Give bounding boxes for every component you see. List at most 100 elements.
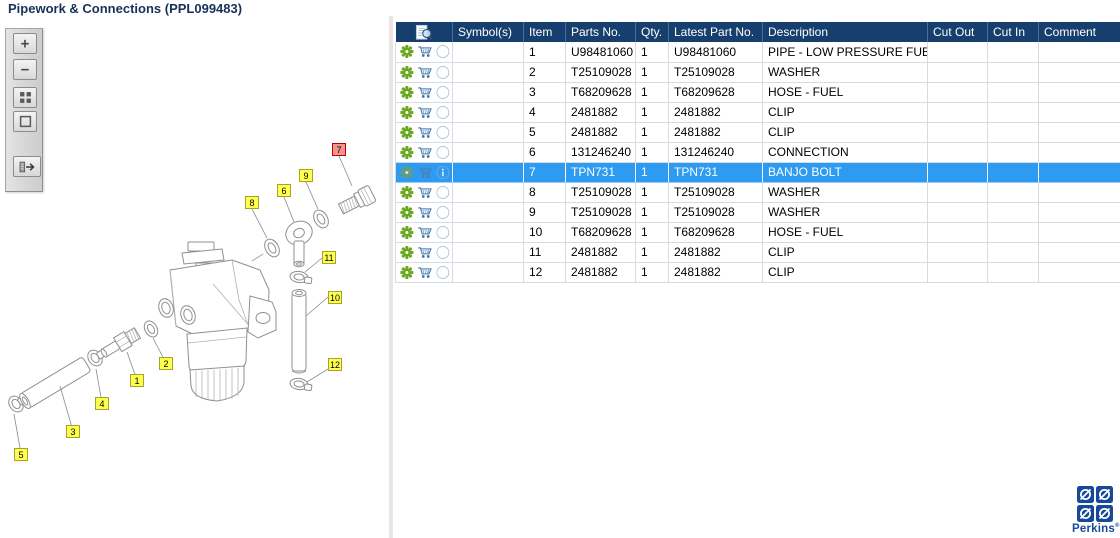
cell-description: WASHER [762, 62, 928, 83]
cell-qty: 1 [635, 242, 669, 263]
parts-table-panel: Symbol(s) Item Parts No. Qty. Latest Par… [395, 22, 1120, 283]
cell-cut-in [987, 162, 1039, 183]
col-description[interactable]: Description [762, 22, 928, 42]
diagram-label-3[interactable]: 3 [66, 425, 80, 438]
part-search-icon[interactable] [414, 24, 434, 41]
table-row[interactable]: 12 2481882 1 2481882 CLIP [395, 262, 1120, 283]
configure-icon[interactable] [400, 125, 414, 140]
table-row[interactable]: 3 T68209628 1 T68209628 HOSE - FUEL [395, 82, 1120, 103]
configure-icon[interactable] [400, 225, 414, 240]
cell-qty: 1 [635, 62, 669, 83]
cell-parts-no: T25109028 [565, 182, 636, 203]
configure-icon[interactable] [400, 65, 414, 80]
col-cut-out[interactable]: Cut Out [927, 22, 988, 42]
configure-icon[interactable] [400, 265, 414, 280]
info-icon[interactable] [436, 85, 450, 100]
diagram-label-9[interactable]: 9 [299, 169, 313, 182]
cell-parts-no: TPN731 [565, 162, 636, 183]
info-icon[interactable] [436, 225, 450, 240]
configure-icon[interactable] [400, 145, 414, 160]
cart-icon[interactable] [417, 205, 434, 220]
cart-icon[interactable] [417, 44, 434, 59]
diagram-label-7-selected[interactable]: 7 [332, 143, 346, 156]
configure-icon[interactable] [400, 44, 414, 59]
grid-icon [19, 91, 32, 104]
cart-icon[interactable] [417, 185, 434, 200]
table-row[interactable]: 11 2481882 1 2481882 CLIP [395, 242, 1120, 263]
configure-icon[interactable] [400, 245, 414, 260]
col-cut-in[interactable]: Cut In [987, 22, 1039, 42]
export-view-button[interactable] [13, 156, 41, 177]
zoom-in-button[interactable]: + [13, 33, 37, 54]
col-comment[interactable]: Comment [1038, 22, 1120, 42]
diagram-toolbar: + − [5, 28, 43, 192]
cell-comment [1038, 162, 1120, 183]
info-icon[interactable] [436, 245, 450, 260]
table-row[interactable]: 8 T25109028 1 T25109028 WASHER [395, 182, 1120, 203]
info-icon[interactable] [436, 65, 450, 80]
cart-icon[interactable] [417, 165, 434, 180]
configure-icon[interactable] [400, 205, 414, 220]
diagram-label-4[interactable]: 4 [95, 397, 109, 410]
cart-icon[interactable] [417, 85, 434, 100]
table-row[interactable]: 9 T25109028 1 T25109028 WASHER [395, 202, 1120, 223]
cell-latest-part-no: U98481060 [668, 42, 763, 63]
cell-parts-no: 2481882 [565, 122, 636, 143]
configure-icon[interactable] [400, 185, 414, 200]
col-qty[interactable]: Qty. [635, 22, 669, 42]
info-icon[interactable] [436, 205, 450, 220]
info-icon[interactable] [436, 185, 450, 200]
configure-icon[interactable] [400, 105, 414, 120]
exploded-view-diagram[interactable] [0, 0, 389, 538]
cart-icon[interactable] [417, 145, 434, 160]
cell-latest-part-no: TPN731 [668, 162, 763, 183]
cart-icon[interactable] [417, 245, 434, 260]
diagram-label-11[interactable]: 11 [322, 251, 336, 264]
diagram-label-6[interactable]: 6 [277, 184, 291, 197]
table-row[interactable]: 2 T25109028 1 T25109028 WASHER [395, 62, 1120, 83]
axis-line [251, 253, 264, 262]
cart-icon[interactable] [417, 125, 434, 140]
cell-item: 1 [523, 42, 566, 63]
thumbnail-view-button[interactable] [13, 87, 37, 108]
table-row[interactable]: 10 T68209628 1 T68209628 HOSE - FUEL [395, 222, 1120, 243]
zoom-region-button[interactable] [13, 111, 37, 132]
info-icon[interactable] [436, 265, 450, 280]
cart-icon[interactable] [417, 225, 434, 240]
configure-icon[interactable] [400, 165, 414, 180]
diagram-label-5[interactable]: 5 [14, 448, 28, 461]
configure-icon[interactable] [400, 85, 414, 100]
table-row[interactable]: 4 2481882 1 2481882 CLIP [395, 102, 1120, 123]
info-icon[interactable] [436, 44, 450, 59]
cart-icon[interactable] [417, 65, 434, 80]
cell-latest-part-no: T68209628 [668, 82, 763, 103]
col-parts-no[interactable]: Parts No. [565, 22, 636, 42]
diagram-label-1[interactable]: 1 [130, 374, 144, 387]
diagram-label-8[interactable]: 8 [245, 196, 259, 209]
diagram-label-2[interactable]: 2 [159, 357, 173, 370]
cell-cut-in [987, 242, 1039, 263]
info-icon[interactable] [436, 105, 450, 120]
col-latest-part-no[interactable]: Latest Part No. [668, 22, 763, 42]
table-row[interactable]: 6 131246240 1 131246240 CONNECTION [395, 142, 1120, 163]
cell-item: 11 [523, 242, 566, 263]
cell-parts-no: 2481882 [565, 262, 636, 283]
col-item[interactable]: Item [523, 22, 566, 42]
info-icon[interactable] [436, 125, 450, 140]
cell-item: 8 [523, 182, 566, 203]
cell-comment [1038, 42, 1120, 63]
cell-cut-in [987, 262, 1039, 283]
table-row[interactable]: 1 U98481060 1 U98481060 PIPE - LOW PRESSURE … [395, 42, 1120, 63]
info-icon[interactable] [436, 145, 450, 160]
diagram-label-12[interactable]: 12 [328, 358, 342, 371]
table-row[interactable]: 5 2481882 1 2481882 CLIP [395, 122, 1120, 143]
cart-icon[interactable] [417, 105, 434, 120]
cart-icon[interactable] [417, 265, 434, 280]
diagram-label-10[interactable]: 10 [328, 291, 342, 304]
table-row-selected[interactable]: 7 TPN731 1 TPN731 BANJO BOLT [395, 162, 1120, 183]
info-icon[interactable] [436, 165, 450, 180]
part-clip-4 [87, 349, 105, 367]
zoom-out-button[interactable]: − [13, 59, 37, 80]
col-symbols[interactable]: Symbol(s) [452, 22, 524, 42]
